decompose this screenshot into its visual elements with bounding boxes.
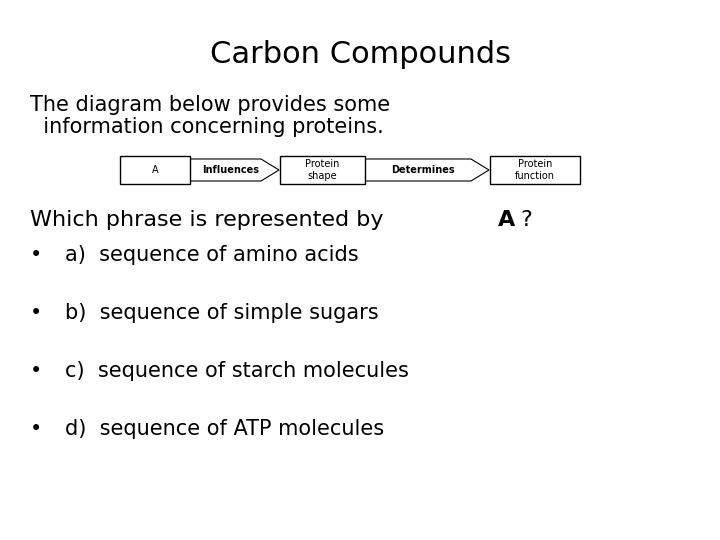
Text: A: A [152, 165, 158, 175]
Text: c)  sequence of starch molecules: c) sequence of starch molecules [65, 361, 409, 381]
Text: A: A [498, 210, 516, 230]
Text: d)  sequence of ATP molecules: d) sequence of ATP molecules [65, 419, 384, 439]
Text: Protein
function: Protein function [515, 159, 555, 181]
Bar [280, 156, 365, 184]
Text: •: • [30, 245, 42, 265]
Text: b)  sequence of simple sugars: b) sequence of simple sugars [65, 303, 379, 323]
Text: The diagram below provides some: The diagram below provides some [30, 95, 390, 115]
Text: Protein
shape: Protein shape [305, 159, 340, 181]
Text: ?: ? [521, 210, 533, 230]
Text: •: • [30, 419, 42, 439]
Text: •: • [30, 303, 42, 323]
Text: •: • [30, 361, 42, 381]
Text: a)  sequence of amino acids: a) sequence of amino acids [65, 245, 359, 265]
FancyArrow shape [365, 159, 489, 181]
Text: Carbon Compounds: Carbon Compounds [210, 40, 510, 69]
FancyArrow shape [190, 159, 279, 181]
Bar [120, 156, 190, 184]
Text: Which phrase is represented by: Which phrase is represented by [30, 210, 391, 230]
Bar [490, 156, 580, 184]
Text: Determines: Determines [391, 165, 455, 175]
Text: information concerning proteins.: information concerning proteins. [30, 117, 384, 137]
Text: Influences: Influences [202, 165, 259, 175]
